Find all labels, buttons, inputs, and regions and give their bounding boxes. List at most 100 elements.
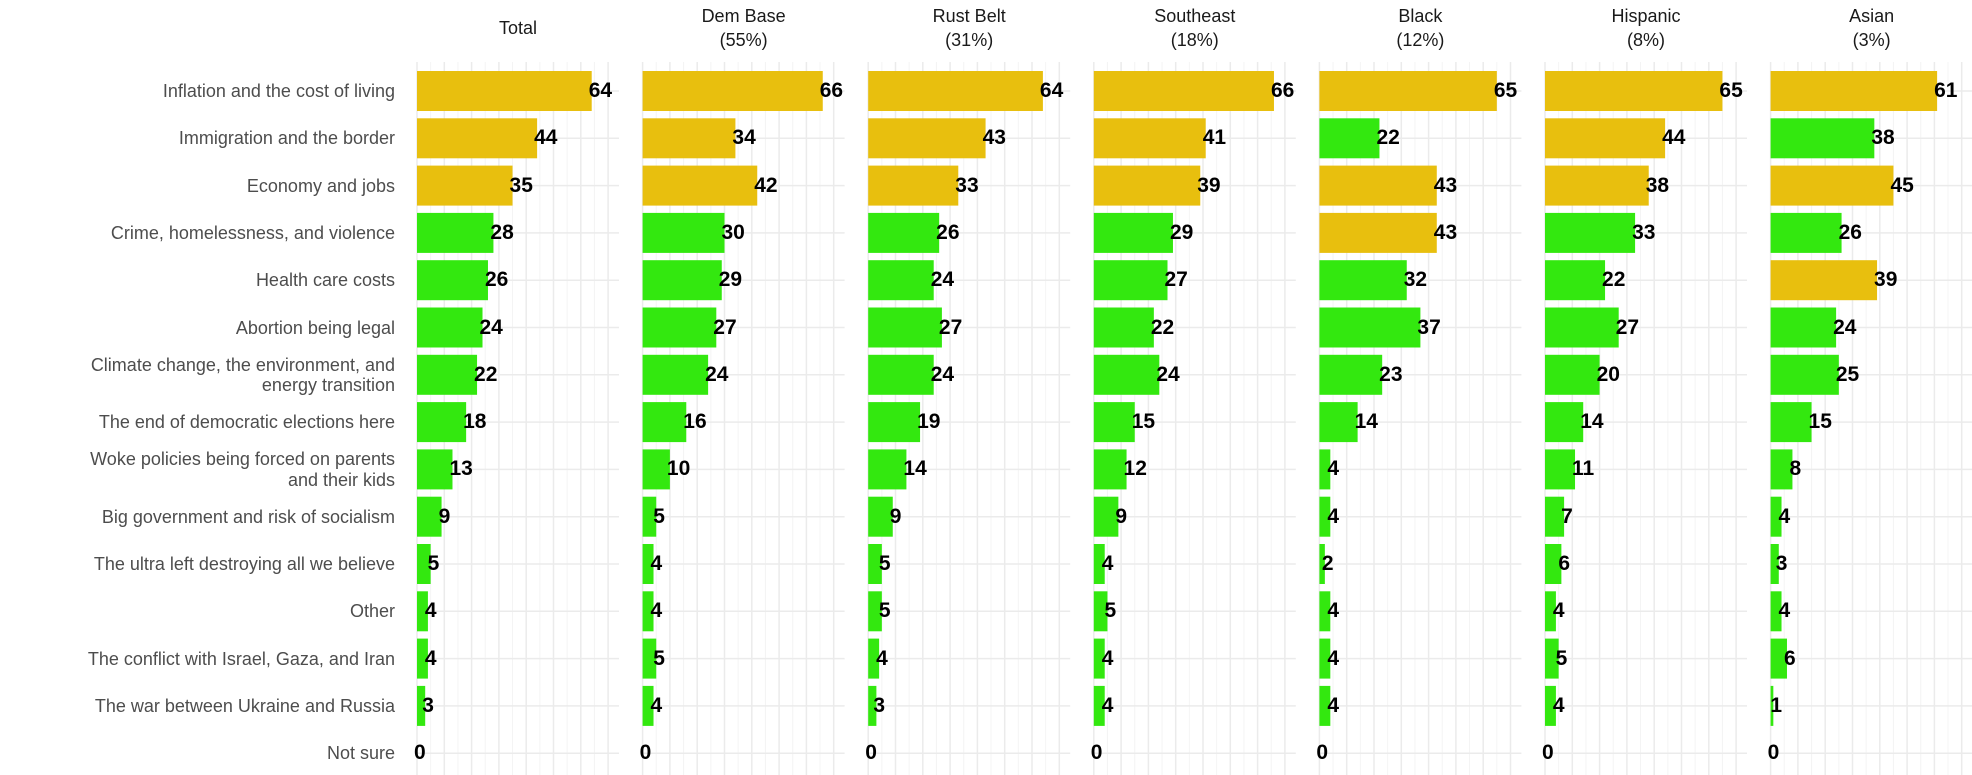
bar: [1319, 354, 1383, 395]
value-label: 38: [1645, 173, 1670, 197]
value-label: 9: [438, 504, 451, 528]
bar: [417, 685, 426, 726]
bar: [868, 544, 882, 584]
bar: [1545, 165, 1649, 206]
value-label: 18: [463, 410, 487, 434]
bar: [642, 165, 758, 206]
value-label: 19: [917, 410, 941, 434]
value-label: 22: [474, 363, 498, 387]
value-label: 13: [449, 457, 473, 481]
bar: [1770, 165, 1894, 206]
category-label: Other: [349, 601, 395, 622]
category-label: Big government and risk of socialism: [101, 506, 395, 527]
value-label: 35: [509, 173, 533, 197]
bar: [868, 307, 942, 348]
panel-subtitle: (31%): [945, 30, 994, 50]
bar: [642, 544, 654, 584]
value-label: 15: [1131, 410, 1156, 434]
value-label: 23: [1379, 363, 1403, 387]
bar: [1770, 685, 1774, 726]
value-label: 29: [718, 268, 743, 292]
value-label: 4: [1778, 599, 1791, 623]
bar: [1319, 591, 1331, 632]
value-label: 4: [424, 646, 437, 670]
value-label: 24: [930, 268, 955, 292]
value-label: 7: [1561, 504, 1573, 528]
value-label: 5: [653, 504, 665, 528]
bar: [417, 118, 538, 159]
panel-title: Southeast: [1154, 6, 1236, 26]
value-label: 4: [1327, 457, 1339, 481]
value-label: 65: [1719, 79, 1743, 103]
bar: [1545, 638, 1559, 679]
bar: [1770, 260, 1878, 301]
value-label: 10: [666, 457, 691, 481]
panel-subtitle: (55%): [719, 30, 768, 50]
value-label: 11: [1572, 457, 1595, 481]
bar: [642, 449, 670, 490]
value-label: 26: [936, 221, 960, 245]
bar: [868, 354, 934, 395]
value-label: 27: [938, 315, 963, 339]
bar: [642, 496, 657, 537]
bar: [1545, 685, 1556, 726]
value-label: 32: [1403, 268, 1428, 292]
value-label: 28: [490, 221, 514, 245]
bar: [417, 260, 488, 301]
value-label: 27: [1615, 315, 1640, 339]
bar: [642, 212, 725, 253]
bar: [1545, 307, 1619, 348]
value-label: 22: [1150, 315, 1175, 339]
bar: [1093, 212, 1173, 253]
bar: [868, 71, 1043, 111]
value-label: 9: [1115, 504, 1128, 528]
value-label: 0: [639, 741, 652, 765]
panel-title: Hispanic: [1611, 6, 1681, 26]
bar: [1770, 638, 1787, 679]
value-label: 66: [1270, 79, 1295, 103]
bar: [417, 402, 467, 443]
bar: [1093, 449, 1127, 490]
value-label: 27: [713, 315, 737, 339]
value-label: 4: [1778, 504, 1791, 528]
bar: [1319, 638, 1331, 679]
bar: [1319, 165, 1437, 206]
value-label: 38: [1871, 126, 1895, 150]
value-label: 44: [534, 126, 558, 150]
category-label: Immigration and the border: [178, 128, 395, 149]
bar: [1545, 71, 1723, 111]
category-label: Inflation and the cost of living: [162, 80, 395, 101]
bar: [1545, 544, 1562, 584]
value-label: 0: [1090, 741, 1103, 765]
value-label: 24: [479, 315, 503, 339]
value-label: 22: [1376, 126, 1400, 150]
bar: [868, 212, 940, 253]
bar: [1770, 307, 1837, 348]
value-label: 42: [754, 173, 778, 197]
category-label: The ultra left destroying all we believe: [93, 553, 395, 574]
bar: [868, 449, 907, 490]
bar: [868, 260, 934, 301]
bar: [1770, 118, 1875, 159]
bar: [1319, 71, 1497, 111]
value-label: 26: [484, 268, 509, 292]
value-label: 14: [1354, 410, 1378, 434]
value-label: 34: [732, 126, 756, 150]
value-label: 3: [1775, 552, 1788, 576]
bar: [417, 496, 442, 537]
value-label: 4: [1552, 694, 1565, 718]
value-label: 44: [1662, 126, 1686, 150]
category-label: Climate change, the environment, and ene…: [90, 354, 395, 395]
bar: [1093, 402, 1135, 443]
bar: [1093, 354, 1160, 395]
bar: [417, 354, 478, 395]
bar: [642, 307, 717, 348]
bar: [1319, 118, 1380, 159]
bar: [1545, 118, 1666, 159]
value-label: 0: [1316, 741, 1329, 765]
value-label: 66: [819, 79, 844, 103]
value-label: 27: [1164, 268, 1188, 292]
bar: [868, 496, 893, 537]
panel-subtitle: (3%): [1852, 30, 1891, 50]
